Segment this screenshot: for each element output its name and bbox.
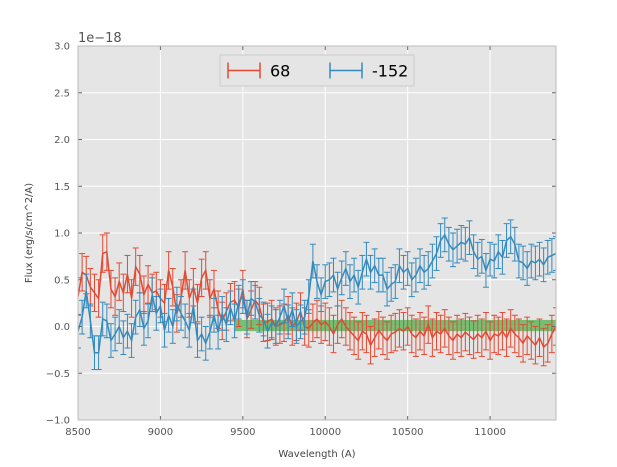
x-axis: 8500 9000 9500 10000 10500 11000 — [65, 46, 506, 438]
y-tick-label: −1.0 — [46, 416, 70, 427]
series-line — [78, 250, 556, 349]
y-axis-label: Flux (erg/s/cm^2/A) — [24, 183, 35, 283]
series-line — [78, 233, 556, 354]
y-tick-label: 1.0 — [54, 229, 70, 240]
x-tick-label: 11000 — [474, 427, 506, 438]
x-tick-label: 10000 — [309, 427, 341, 438]
plot-frame — [77, 45, 557, 421]
x-tick-label: 8500 — [65, 427, 90, 438]
y-offset-label: 1e−18 — [78, 31, 122, 46]
y-tick-label: 2.5 — [54, 88, 70, 99]
x-tick-label: 9500 — [230, 427, 255, 438]
legend-label: 68 — [270, 62, 290, 81]
y-tick-label: 1.5 — [54, 182, 70, 193]
y-tick-label: 2.0 — [54, 135, 70, 146]
y-axis: −1.0 −0.5 0.0 0.5 1.0 1.5 2.0 2.5 3.0 — [46, 42, 556, 427]
legend-label: -152 — [372, 62, 408, 81]
series-minus-152 — [78, 217, 556, 371]
plot-area — [77, 45, 556, 421]
y-tick-label: 3.0 — [54, 42, 70, 53]
legend: 68 -152 — [219, 54, 415, 87]
x-tick-label: 10500 — [392, 427, 424, 438]
legend-item-68: 68 — [227, 62, 290, 81]
legend-item-minus-152: -152 — [329, 62, 408, 81]
y-tick-label: 0.0 — [54, 322, 70, 333]
legend-key — [329, 62, 363, 79]
series-layer — [78, 217, 556, 371]
x-axis-label: Wavelength (A) — [278, 449, 355, 460]
x-tick-label: 9000 — [148, 427, 173, 438]
y-tick-label: −0.5 — [46, 369, 70, 380]
legend-key — [227, 62, 261, 79]
y-tick-label: 0.5 — [54, 275, 70, 286]
